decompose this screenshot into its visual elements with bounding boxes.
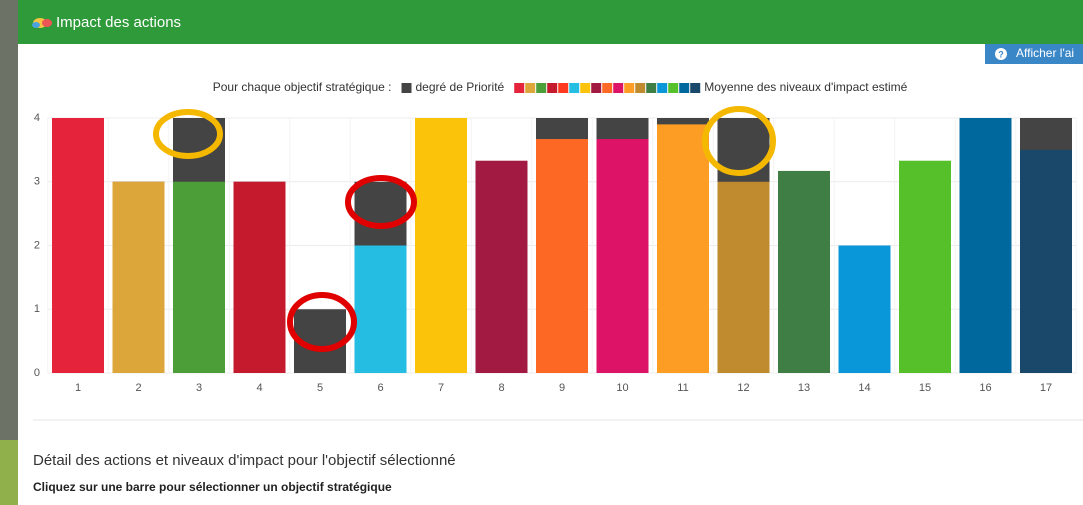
bar[interactable] bbox=[959, 118, 1012, 373]
bar[interactable] bbox=[717, 181, 770, 373]
legend-swatch bbox=[602, 83, 613, 93]
modal-header bbox=[18, 0, 1083, 44]
legend-swatch bbox=[635, 83, 646, 93]
background-photo bbox=[0, 440, 18, 505]
x-tick-label: 2 bbox=[135, 382, 141, 394]
x-tick-label: 10 bbox=[616, 382, 628, 394]
legend: Pour chaque objectif stratégique : degré … bbox=[213, 80, 908, 94]
legend-swatch bbox=[558, 83, 569, 93]
help-icon-glyph: ? bbox=[998, 49, 1004, 59]
x-tick-label: 1 bbox=[75, 382, 81, 394]
bar[interactable] bbox=[1020, 149, 1072, 373]
x-tick-label: 9 bbox=[559, 382, 565, 394]
x-tick-label: 14 bbox=[858, 382, 870, 394]
legend-swatch bbox=[525, 83, 536, 93]
x-tick-label: 12 bbox=[737, 382, 749, 394]
bar[interactable] bbox=[899, 160, 951, 373]
bar[interactable] bbox=[52, 118, 104, 373]
legend-swatch bbox=[569, 83, 580, 93]
bar[interactable] bbox=[354, 245, 407, 374]
x-tick-label: 8 bbox=[498, 382, 504, 394]
highlight-circle bbox=[287, 292, 357, 352]
help-button[interactable] bbox=[985, 44, 1083, 64]
highlight-circle bbox=[153, 109, 223, 159]
bar[interactable] bbox=[475, 160, 528, 373]
x-tick-label: 13 bbox=[798, 382, 810, 394]
legend-swatch bbox=[657, 83, 668, 93]
x-tick-label: 17 bbox=[1040, 382, 1052, 394]
annotations bbox=[153, 106, 776, 352]
x-tick-label: 16 bbox=[979, 382, 991, 394]
legend-swatch bbox=[536, 83, 547, 93]
background-photo bbox=[0, 0, 18, 505]
legend-swatch bbox=[514, 83, 525, 93]
bar[interactable] bbox=[173, 181, 225, 373]
x-tick-label: 6 bbox=[377, 382, 383, 394]
legend-swatch bbox=[690, 83, 701, 93]
help-icon bbox=[995, 48, 1007, 60]
bar[interactable] bbox=[596, 139, 649, 373]
bar[interactable] bbox=[112, 181, 165, 373]
bar[interactable] bbox=[233, 181, 286, 373]
legend-prefix: Pour chaque objectif stratégique : bbox=[213, 80, 392, 94]
x-tick-label: 4 bbox=[256, 382, 262, 394]
legend-swatch bbox=[547, 83, 558, 93]
legend-swatch bbox=[668, 83, 679, 93]
bar[interactable] bbox=[415, 118, 467, 373]
y-tick-label: 2 bbox=[34, 239, 40, 251]
legend-swatch bbox=[646, 83, 657, 93]
x-tick-label: 15 bbox=[919, 382, 931, 394]
legend-swatch bbox=[613, 83, 624, 93]
header-icon bbox=[32, 18, 52, 28]
detail-instruction: Cliquez sur une barre pour sélectionner … bbox=[33, 480, 392, 494]
bar[interactable] bbox=[778, 170, 830, 373]
legend-swatch bbox=[580, 83, 591, 93]
modal-title: Impact des actions bbox=[56, 14, 181, 31]
x-tick-label: 3 bbox=[196, 382, 202, 394]
y-tick-label: 1 bbox=[34, 303, 40, 315]
detail-title: Détail des actions et niveaux d'impact p… bbox=[33, 452, 456, 469]
y-tick-label: 0 bbox=[34, 367, 40, 379]
x-tick-label: 11 bbox=[677, 382, 688, 394]
legend-swatch bbox=[624, 83, 635, 93]
legend-swatch bbox=[591, 83, 602, 93]
highlight-circle bbox=[345, 175, 417, 229]
y-tick-label: 4 bbox=[34, 112, 40, 124]
legend-swatch bbox=[401, 83, 412, 93]
x-tick-label: 5 bbox=[317, 382, 323, 394]
bar[interactable] bbox=[657, 124, 709, 373]
legend-swatch bbox=[679, 83, 690, 93]
y-tick-label: 3 bbox=[34, 176, 40, 188]
highlight-circle bbox=[702, 106, 776, 176]
legend-label: Moyenne des niveaux d'impact estimé bbox=[704, 80, 907, 94]
bar[interactable] bbox=[838, 245, 891, 374]
legend-label: degré de Priorité bbox=[416, 80, 505, 94]
help-button-label: Afficher l'ai bbox=[1016, 46, 1074, 60]
bar[interactable] bbox=[536, 139, 588, 373]
x-tick-label: 7 bbox=[438, 382, 444, 394]
